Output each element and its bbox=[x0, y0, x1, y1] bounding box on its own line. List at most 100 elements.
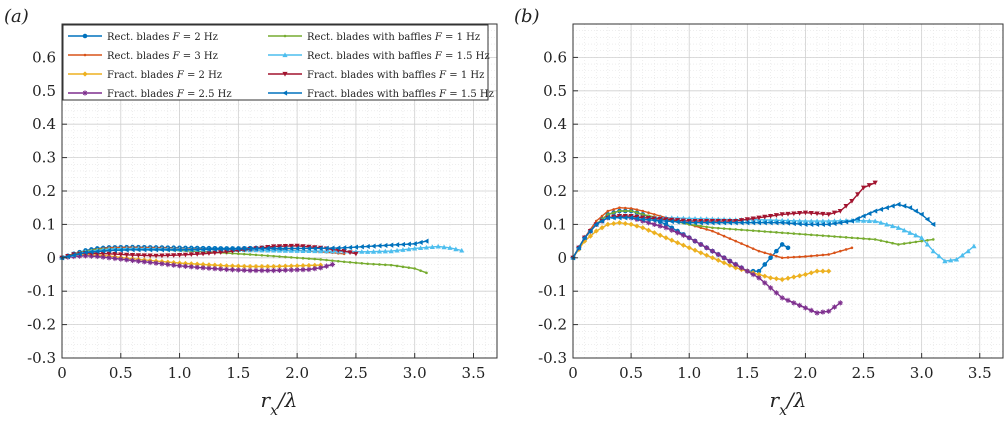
panel-a-series-2-point bbox=[312, 262, 318, 268]
panel-b-series-1-point bbox=[792, 255, 796, 259]
panel-b-series-7-point bbox=[814, 221, 820, 227]
panel-a-series-7-point bbox=[382, 242, 388, 249]
panel-a-series-2-point bbox=[229, 263, 236, 269]
panel-b-series-2-point bbox=[767, 275, 774, 281]
panel-a-series-5-point bbox=[300, 248, 306, 253]
legend-entry-label: Rect. blades with baffles F = 1.5 Hz bbox=[307, 51, 490, 62]
panel-a-series-7-point bbox=[223, 246, 229, 252]
panel-b-series-7-point bbox=[843, 219, 849, 225]
panel-a-ytick-labels: -0.3 -0.2 -0.1 0 0.1 0.2 0.3 0.4 0.5 0.6 bbox=[27, 48, 67, 367]
panel-b-xtick-label: 0.5 bbox=[619, 364, 643, 382]
panel-b-series-4-point bbox=[722, 227, 726, 230]
panel-b-series-1-point bbox=[798, 255, 801, 259]
panel-a-series-6-point bbox=[129, 253, 136, 258]
panel-a-xtick-label: 3.0 bbox=[403, 364, 427, 382]
panel-b-series-7-point bbox=[680, 219, 686, 225]
panel-a-series-3-point bbox=[312, 266, 318, 272]
panel-b-series-6-point bbox=[808, 211, 814, 216]
panel-b-series-3-point bbox=[791, 300, 797, 306]
panel-b-series-6-point bbox=[797, 211, 803, 216]
panel-a-series-2-point bbox=[253, 263, 259, 270]
panel-b-ytick-label: 0.4 bbox=[543, 115, 567, 133]
panel-b-series-7-point bbox=[733, 220, 738, 226]
panel-a-series-4-point bbox=[407, 266, 411, 269]
panel-a-series-6-point bbox=[341, 249, 347, 254]
panel-b-series-2-point bbox=[698, 250, 704, 256]
panel-b-series-7-point bbox=[738, 220, 744, 226]
panel-b-series-2-point bbox=[733, 265, 739, 271]
panel-a-series-7-point bbox=[165, 247, 170, 253]
panel-b-series-4-point bbox=[804, 233, 807, 236]
panel-b-xtick-label: 1.0 bbox=[677, 364, 701, 382]
panel-b-series-0-point bbox=[756, 268, 762, 274]
panel-b-series-5-point bbox=[895, 225, 902, 230]
panel-b-series-4-point bbox=[705, 225, 708, 229]
panel-b-series-4-point bbox=[891, 241, 894, 245]
panel-a-series-7-point bbox=[259, 246, 264, 252]
panel-b-series-2-point bbox=[762, 273, 768, 279]
panel-b-series-1-point bbox=[780, 256, 784, 260]
panel-a-series-5-point bbox=[288, 248, 294, 253]
panel-b-series-5-point bbox=[965, 248, 971, 254]
panel-a-series-2-point bbox=[318, 262, 324, 268]
panel-a-series-6-point bbox=[112, 252, 118, 257]
panel-b-series-2-point bbox=[587, 233, 594, 239]
panel-b-series-0-point bbox=[762, 262, 768, 267]
panel-b-series-2-point bbox=[826, 268, 832, 274]
panel-b-series-4-point bbox=[740, 228, 743, 232]
panel-b-ytick-label: 0 bbox=[557, 249, 567, 267]
panel-a-series-5-point bbox=[265, 247, 271, 253]
panel-b-series-7-point bbox=[837, 220, 843, 226]
panel-a-series-7-point bbox=[229, 246, 235, 252]
panel-b-series-5-point bbox=[866, 218, 872, 223]
panel-a-series-7-point bbox=[88, 249, 94, 255]
panel-a-series-4-point bbox=[319, 258, 322, 261]
panel-b-series-6-point bbox=[738, 218, 745, 223]
panel-a-ytick-label: 0.1 bbox=[32, 215, 56, 233]
panel-b-series-7-point bbox=[645, 217, 651, 223]
panel-b-series-6-point bbox=[831, 210, 838, 216]
panel-b-series-2-point bbox=[622, 220, 628, 227]
panel-b-series-3-point bbox=[802, 305, 809, 311]
panel-b-series-7-point bbox=[576, 245, 581, 251]
panel-b-series-4-point bbox=[635, 211, 639, 215]
panel-b-series-3-point bbox=[756, 275, 762, 281]
panel-a-series-3-point bbox=[106, 255, 112, 261]
panel-b-series-2-point bbox=[756, 271, 762, 278]
panel-b-ytick-labels: -0.3 -0.2 -0.1 0 0.1 0.2 0.3 0.4 0.5 0.6 bbox=[538, 48, 578, 367]
panel-b-ytick-label: -0.2 bbox=[538, 316, 567, 334]
panel-b-series-7-point bbox=[686, 220, 692, 226]
panel-a-series-5-point bbox=[382, 248, 388, 254]
panel-b-series-2-point bbox=[645, 227, 652, 233]
panel-b-series-0-point bbox=[774, 248, 779, 254]
panel-a-series-3-point bbox=[100, 254, 106, 260]
panel-b-ytick-label: 0.6 bbox=[543, 48, 567, 66]
panel-b-series-5-point bbox=[884, 221, 890, 227]
panel-b-series-6-point bbox=[750, 216, 756, 222]
panel-a-series-4-point bbox=[401, 265, 405, 269]
panel-a-series-4-point bbox=[301, 256, 305, 260]
legend-swatch-marker bbox=[282, 71, 288, 77]
panel-a-series-7-point bbox=[182, 247, 188, 253]
panel-a-series-3-point bbox=[94, 253, 100, 260]
panel-b-series-4-point bbox=[862, 237, 865, 240]
panel-b-series-2-point bbox=[779, 276, 785, 283]
panel-b-series-1-point bbox=[833, 251, 836, 255]
panel-a-series-3-point bbox=[182, 263, 189, 269]
panel-b-series-3-point bbox=[674, 230, 681, 236]
panel-a-series-6-point bbox=[282, 244, 288, 249]
panel-a-series-2-point bbox=[306, 262, 312, 269]
panel-b-series-5-point bbox=[971, 243, 977, 249]
panel-b-series-6-point bbox=[826, 212, 832, 217]
panel-a-series-4-point bbox=[272, 254, 275, 258]
panel-a-series-2-point bbox=[265, 263, 271, 270]
panel-b-series-7-point bbox=[791, 220, 796, 227]
panel-a-series-7-point bbox=[265, 245, 270, 252]
panel-a-series-2-point bbox=[206, 262, 212, 268]
panel-a-series-5-point bbox=[453, 246, 459, 252]
panel-a-series-3-point bbox=[206, 265, 212, 271]
panel-b-series-6-point bbox=[843, 203, 849, 209]
panel-b-series-4-point bbox=[641, 213, 645, 216]
panel-b-series-1-point bbox=[757, 249, 761, 253]
panel-a-series-7-point bbox=[112, 247, 117, 253]
